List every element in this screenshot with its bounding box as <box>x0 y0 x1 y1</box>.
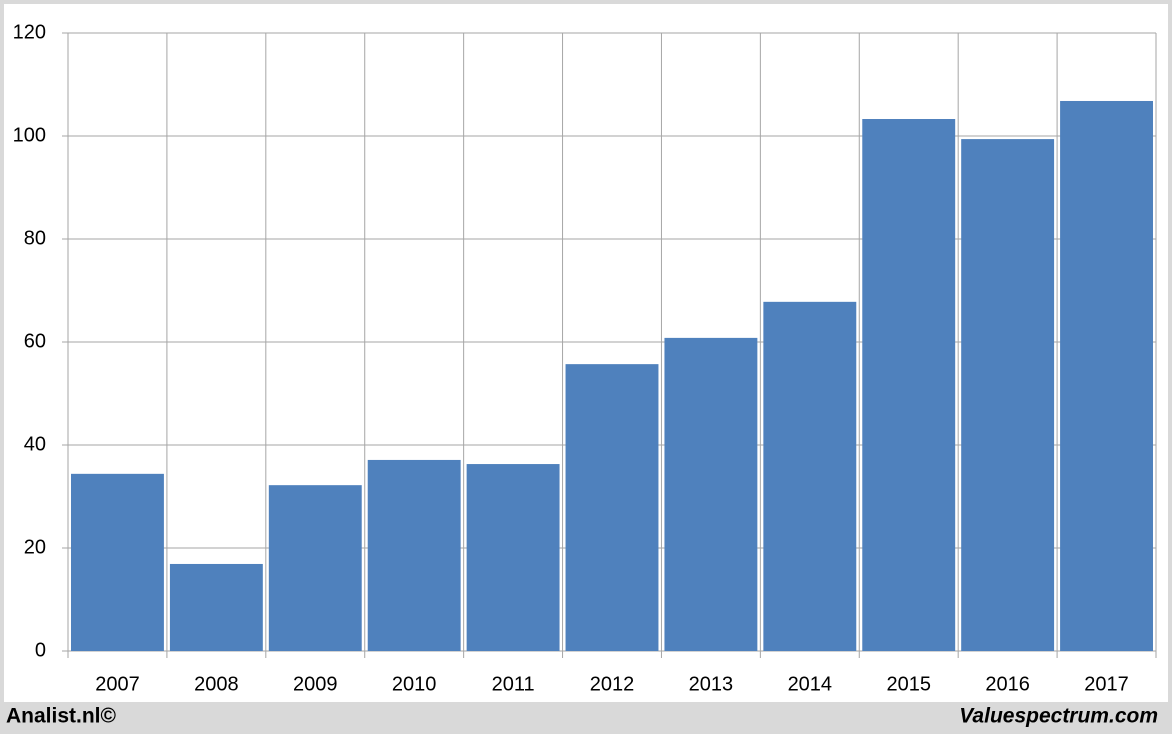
bar <box>664 337 758 651</box>
y-tick-label: 120 <box>13 21 46 43</box>
source-right: Valuespectrum.com <box>959 705 1158 728</box>
x-tick-label: 2014 <box>788 673 833 695</box>
x-tick-label: 2007 <box>95 673 140 695</box>
bar <box>1060 100 1153 652</box>
x-tick-label: 2011 <box>492 673 535 695</box>
source-left: Analist.nl© <box>6 705 117 728</box>
y-tick-label: 80 <box>24 227 46 249</box>
x-tick-label: 2013 <box>689 673 734 695</box>
y-tick-label: 60 <box>24 330 46 352</box>
x-tick-label: 2008 <box>194 673 239 695</box>
x-tick-label: 2009 <box>293 673 338 695</box>
x-tick-label: 2012 <box>590 673 635 695</box>
bar <box>71 473 164 651</box>
y-tick-label: 100 <box>13 124 46 146</box>
bar <box>466 464 560 651</box>
y-tick-label: 20 <box>24 536 46 558</box>
bar <box>169 563 263 651</box>
bar <box>367 459 461 651</box>
x-tick-label: 2015 <box>886 673 931 695</box>
bar <box>961 139 1055 651</box>
bar <box>862 119 956 651</box>
bar <box>565 364 659 651</box>
bar <box>268 485 362 651</box>
y-tick-label: 0 <box>35 639 46 661</box>
x-tick-label: 2017 <box>1084 673 1129 695</box>
x-tick-label: 2010 <box>392 673 437 695</box>
y-tick-label: 40 <box>24 433 46 455</box>
bar <box>763 301 857 651</box>
x-tick-label: 2016 <box>985 673 1030 695</box>
